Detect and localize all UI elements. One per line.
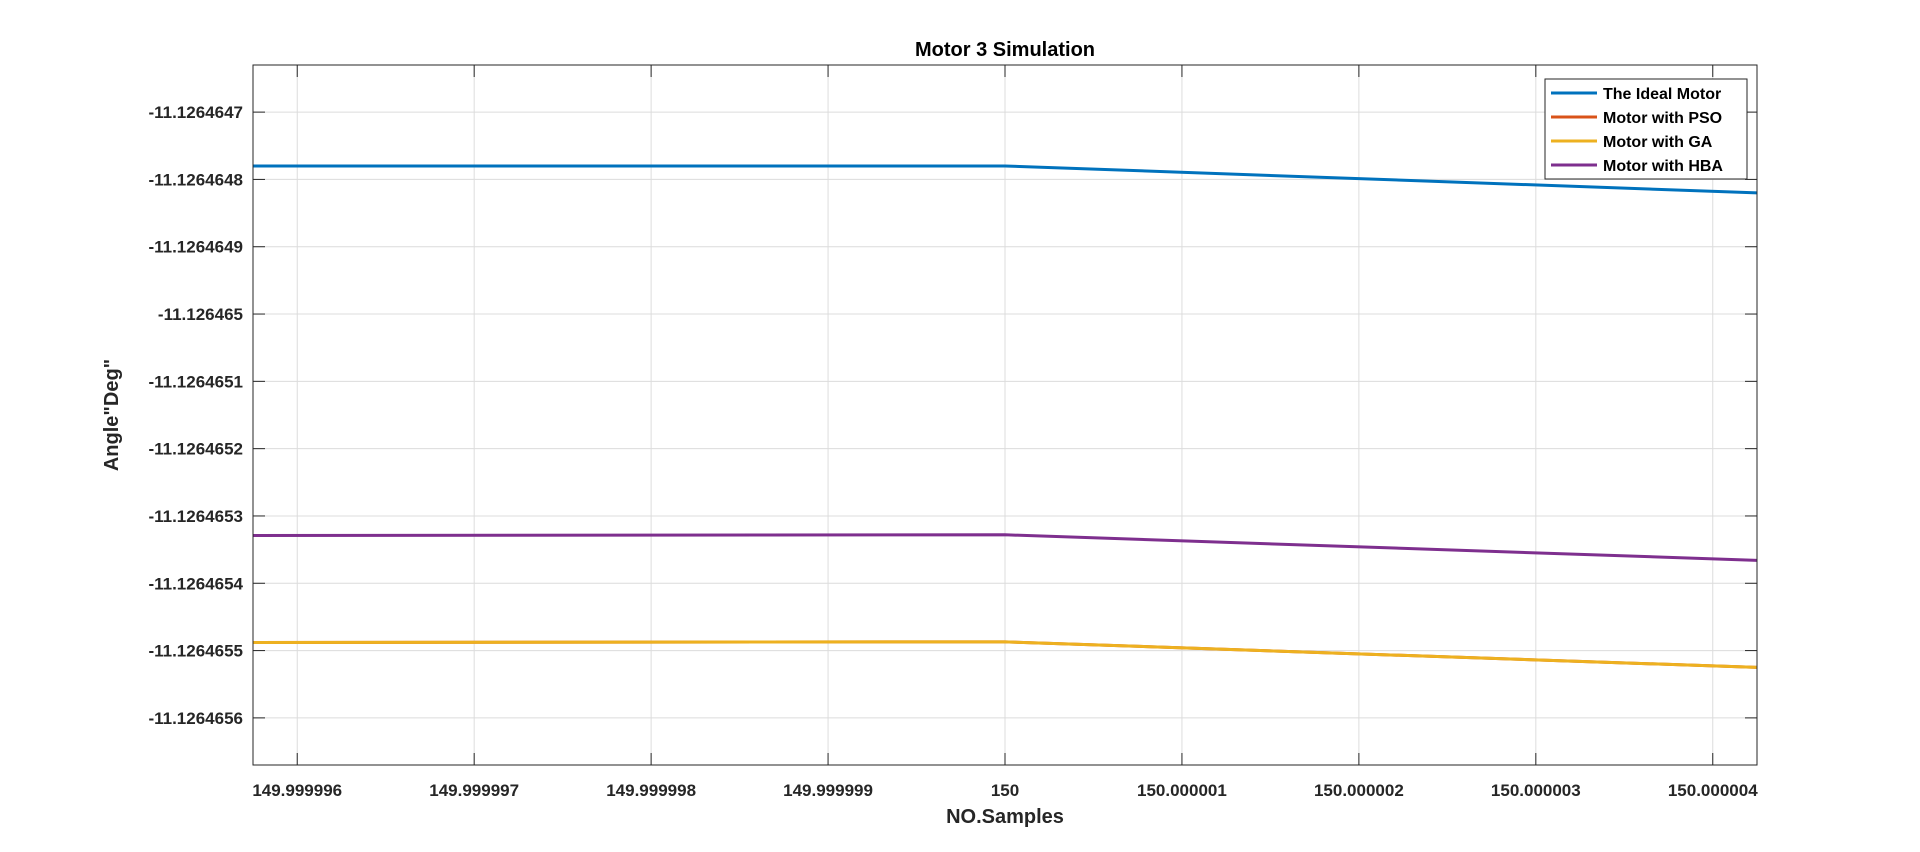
x-tick-label: 150.000002 — [1314, 781, 1404, 800]
y-tick-label: -11.1264648 — [148, 170, 243, 189]
series-line-motor-with-ga — [252, 640, 1758, 669]
y-axis-title: Angle"Deg" — [101, 359, 123, 471]
x-tick-label: 150.000004 — [1668, 781, 1758, 800]
series-line-the-ideal-motor — [253, 164, 1758, 195]
x-tick-label: 149.999996 — [252, 781, 342, 800]
y-tick-label: -11.1264647 — [148, 103, 243, 122]
y-tick-label: -11.1264656 — [148, 709, 243, 728]
x-axis-title: NO.Samples — [946, 806, 1064, 828]
y-tick-label: -11.1264655 — [148, 642, 243, 661]
y-tick-label: -11.1264653 — [148, 507, 243, 526]
legend-label: Motor with GA — [1603, 134, 1713, 151]
x-tick-label: 150.000003 — [1491, 781, 1581, 800]
y-tick-label: -11.1264654 — [148, 574, 243, 593]
x-tick-label: 149.999999 — [783, 781, 873, 800]
y-tick-label: -11.1264652 — [148, 440, 243, 459]
legend: The Ideal Motor Motor with PSO Motor with … — [1544, 78, 1748, 180]
x-tick-label: 149.999998 — [606, 781, 696, 800]
grid — [253, 65, 1757, 765]
series-line-motor-with-hba — [252, 533, 1758, 562]
y-tick-label: -11.126465 — [158, 305, 243, 324]
x-tick-label: 150.000001 — [1137, 781, 1227, 800]
y-tick-label: -11.1264651 — [148, 372, 243, 391]
legend-label: Motor with PSO — [1603, 110, 1722, 127]
y-tick-label: -11.1264649 — [148, 238, 243, 257]
legend-label: The Ideal Motor — [1603, 86, 1721, 103]
x-tick-label: 150 — [991, 781, 1019, 800]
x-tick-label: 149.999997 — [429, 781, 519, 800]
chart-title: Motor 3 Simulation — [915, 39, 1095, 61]
legend-label: Motor with HBA — [1603, 158, 1723, 175]
plot-lines — [252, 164, 1758, 669]
legend-box — [1544, 78, 1748, 180]
ticks: 149.999996 149.999997 149.999998 149.999999… — [148, 65, 1758, 800]
